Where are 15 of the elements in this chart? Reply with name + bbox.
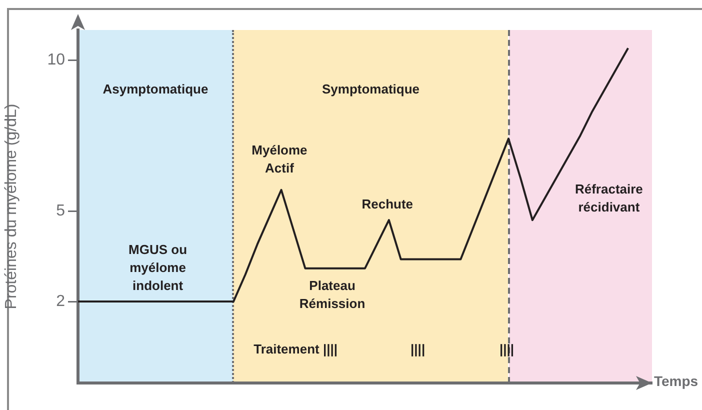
- y-tick-label: 5: [56, 202, 66, 220]
- annotation: Réfractaire récidivant: [574, 182, 643, 215]
- annotation: Traitement ||||: [254, 341, 338, 356]
- y-axis-title: Protéines du myélome (g/dL): [3, 104, 20, 310]
- annotation: Symptomatique: [322, 82, 420, 97]
- x-axis-title: Temps: [654, 372, 698, 389]
- annotation: Rechute: [362, 196, 414, 212]
- annotation: ||||: [499, 341, 514, 356]
- annotation: Plateau Rémission: [299, 278, 366, 312]
- annotation: ||||: [410, 341, 426, 356]
- y-tick-label: 2: [56, 292, 66, 310]
- y-tick-label: 10: [47, 52, 66, 69]
- annotation: MGUS ou myélome indolent: [128, 242, 188, 293]
- annotation: Asymptomatique: [102, 82, 208, 97]
- annotation: Myélome Actif: [252, 142, 308, 176]
